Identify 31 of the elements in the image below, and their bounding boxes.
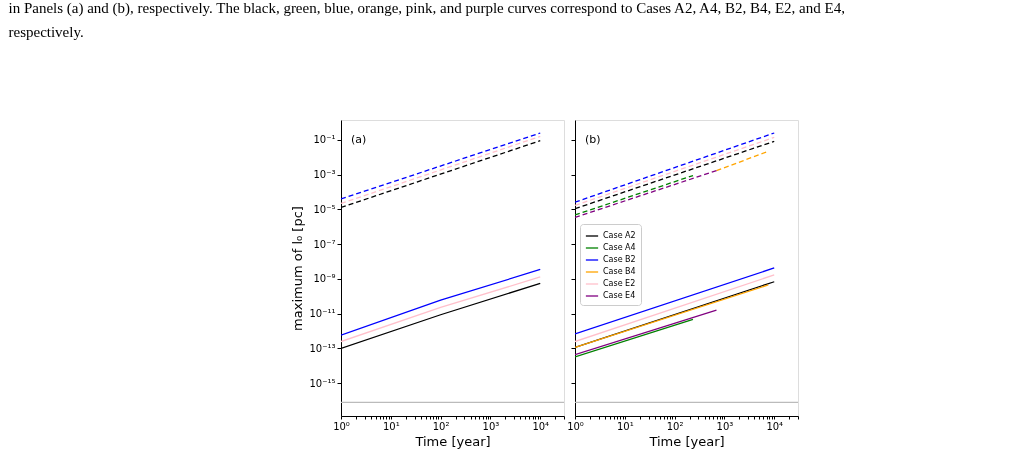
y-tick-label: 10⁻⁵: [313, 203, 336, 215]
x-tick-label: 10²: [432, 420, 450, 432]
text: respectively.: [8, 23, 84, 40]
y-tick-label: 10⁻³: [313, 169, 336, 181]
legend-label: Case B4: [603, 267, 636, 276]
x-tick-label: 10¹: [382, 420, 400, 432]
annotation: (a): [351, 133, 367, 146]
y-axis-title: maximum of l₀ [pc]: [290, 206, 306, 331]
x-tick-label: 10⁴: [532, 420, 550, 432]
legend-label: Case A4: [603, 243, 636, 252]
y-tick-label: 10⁻¹³: [309, 342, 336, 354]
legend-label: Case E4: [603, 291, 636, 300]
x-axis-title: Time [year]: [414, 433, 491, 449]
y-tick-label: 10⁻⁷: [313, 238, 336, 250]
legend-label: Case A2: [603, 231, 636, 240]
x-tick-label: 10⁴: [766, 420, 784, 432]
x-tick-label: 10²: [666, 420, 684, 432]
x-tick-label: 10⁰: [567, 420, 584, 432]
annotation: (b): [585, 133, 601, 146]
y-tick-label: 10⁻⁹: [313, 273, 336, 285]
legend-label: Case B2: [603, 255, 636, 264]
x-tick-label: 10⁰: [333, 420, 350, 432]
y-tick-label: 10⁻¹¹: [309, 308, 336, 320]
legend-label: Case E2: [603, 279, 636, 288]
x-tick-label: 10¹: [616, 420, 634, 432]
x-tick-label: 10³: [482, 420, 500, 432]
x-axis-title: Time [year]: [648, 433, 725, 449]
x-tick-label: 10³: [716, 420, 734, 432]
y-tick-label: 10⁻¹⁵: [309, 377, 336, 389]
y-tick-label: 10⁻¹: [313, 134, 336, 146]
text: in Panels (a) and (b), respectively. The black, green, blue, orange, pink, and purple curves correspond to Cases A2, A4, B2, B4, E2, and E4,: [8, 0, 845, 17]
